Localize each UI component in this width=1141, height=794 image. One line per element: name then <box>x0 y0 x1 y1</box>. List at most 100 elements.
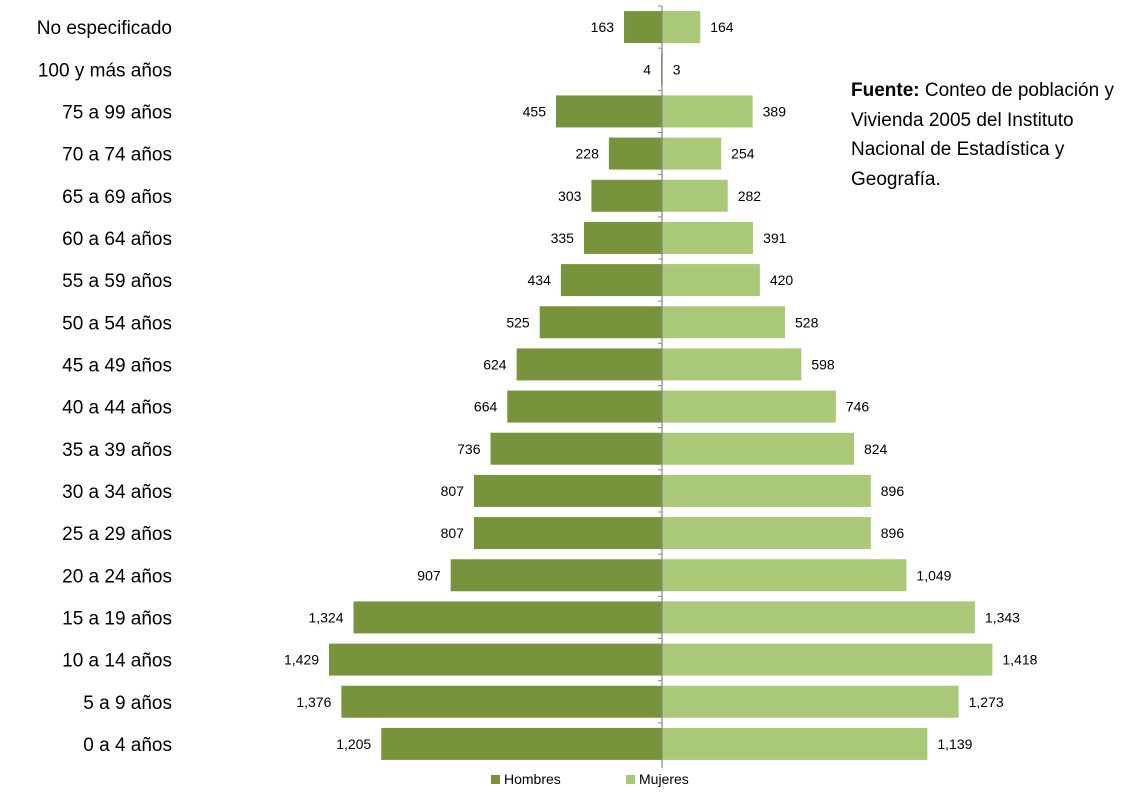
value-label-mujeres-100-y-mas-anos: 3 <box>673 61 681 77</box>
category-label-100-y-mas-anos: 100 y más años <box>38 60 172 81</box>
legend-label-mujeres: Mujeres <box>639 771 689 787</box>
value-label-hombres-25-a-29-anos: 807 <box>441 525 465 541</box>
legend: Hombres Mujeres <box>491 771 689 787</box>
category-label-0-a-4-anos: 0 a 4 años <box>83 735 172 756</box>
bar-hombres-60-a-64-anos <box>583 221 662 254</box>
value-label-hombres-15-a-19-anos: 1,324 <box>308 609 343 625</box>
value-label-mujeres-0-a-4-anos: 1,139 <box>937 736 972 752</box>
category-label-60-a-64-anos: 60 a 64 años <box>62 229 172 250</box>
category-label-70-a-74-anos: 70 a 74 años <box>62 145 172 166</box>
bar-mujeres-20-a-24-anos <box>662 559 907 592</box>
category-label-30-a-34-anos: 30 a 34 años <box>62 482 172 503</box>
bar-mujeres-60-a-64-anos <box>662 221 754 254</box>
category-label-20-a-24-anos: 20 a 24 años <box>62 566 172 587</box>
value-label-mujeres-5-a-9-anos: 1,273 <box>969 694 1004 710</box>
category-label-25-a-29-anos: 25 a 29 años <box>62 524 172 545</box>
value-label-mujeres-60-a-64-anos: 391 <box>763 230 787 246</box>
bar-hombres-20-a-24-anos <box>450 559 662 592</box>
value-label-hombres-10-a-14-anos: 1,429 <box>284 652 319 668</box>
value-label-hombres-45-a-49-anos: 624 <box>483 356 507 372</box>
legend-swatch-mujeres <box>626 775 635 784</box>
value-label-hombres-0-a-4-anos: 1,205 <box>336 736 371 752</box>
value-label-mujeres-70-a-74-anos: 254 <box>731 146 755 162</box>
category-label-55-a-59-anos: 55 a 59 años <box>62 271 172 292</box>
bar-mujeres-70-a-74-anos <box>662 137 722 170</box>
category-label-35-a-39-anos: 35 a 39 años <box>62 440 172 461</box>
bar-mujeres-0-a-4-anos <box>662 727 928 760</box>
category-label-15-a-19-anos: 15 a 19 años <box>62 608 172 629</box>
bar-hombres-70-a-74-anos <box>608 137 662 170</box>
category-label-10-a-14-anos: 10 a 14 años <box>62 651 172 672</box>
bar-hombres-no-especificado <box>624 11 662 44</box>
bars-layer <box>329 11 993 760</box>
value-label-mujeres-65-a-69-anos: 282 <box>738 188 762 204</box>
bar-hombres-45-a-49-anos <box>516 348 662 381</box>
category-label-65-a-69-anos: 65 a 69 años <box>62 187 172 208</box>
category-label-no-especificado: No especificado <box>37 18 172 39</box>
bar-mujeres-no-especificado <box>662 11 701 44</box>
source-note: Fuente: Conteo de población y Vivienda 2… <box>851 76 1141 194</box>
value-label-hombres-100-y-mas-anos: 4 <box>643 61 651 77</box>
value-label-mujeres-55-a-59-anos: 420 <box>770 272 794 288</box>
bar-mujeres-30-a-34-anos <box>662 474 871 507</box>
bar-hombres-50-a-54-anos <box>539 306 662 339</box>
bar-hombres-55-a-59-anos <box>560 264 662 297</box>
source-label: Fuente: <box>851 80 920 101</box>
value-label-hombres-5-a-9-anos: 1,376 <box>296 694 331 710</box>
value-label-hombres-40-a-44-anos: 664 <box>474 399 498 415</box>
value-label-mujeres-25-a-29-anos: 896 <box>881 525 905 541</box>
value-label-hombres-50-a-54-anos: 525 <box>506 314 530 330</box>
bar-mujeres-75-a-99-anos <box>662 95 753 128</box>
value-label-mujeres-10-a-14-anos: 1,418 <box>1002 652 1037 668</box>
value-label-mujeres-40-a-44-anos: 746 <box>846 399 870 415</box>
category-label-5-a-9-anos: 5 a 9 años <box>83 693 172 714</box>
bar-mujeres-65-a-69-anos <box>662 179 728 212</box>
bar-hombres-35-a-39-anos <box>490 432 662 465</box>
bar-hombres-5-a-9-anos <box>341 685 662 718</box>
value-label-mujeres-20-a-24-anos: 1,049 <box>916 567 951 583</box>
value-label-hombres-75-a-99-anos: 455 <box>523 103 547 119</box>
bar-mujeres-50-a-54-anos <box>662 306 786 339</box>
value-label-hombres-55-a-59-anos: 434 <box>528 272 552 288</box>
value-label-mujeres-50-a-54-anos: 528 <box>795 314 819 330</box>
bar-mujeres-10-a-14-anos <box>662 643 993 676</box>
value-label-hombres-no-especificado: 163 <box>591 19 615 35</box>
bar-mujeres-45-a-49-anos <box>662 348 802 381</box>
value-label-mujeres-35-a-39-anos: 824 <box>864 441 888 457</box>
value-labels: 163 164 4 3 455 389 228 254 303 282 335 391 434 420 52… <box>284 19 1038 752</box>
value-label-mujeres-30-a-34-anos: 896 <box>881 483 905 499</box>
value-label-mujeres-75-a-99-anos: 389 <box>763 103 787 119</box>
value-label-hombres-65-a-69-anos: 303 <box>558 188 582 204</box>
bar-hombres-0-a-4-anos <box>381 727 662 760</box>
bar-mujeres-35-a-39-anos <box>662 432 854 465</box>
category-label-45-a-49-anos: 45 a 49 años <box>62 355 172 376</box>
bar-hombres-65-a-69-anos <box>591 179 662 212</box>
value-label-hombres-60-a-64-anos: 335 <box>551 230 575 246</box>
legend-label-hombres: Hombres <box>504 771 561 787</box>
bar-mujeres-25-a-29-anos <box>662 517 871 550</box>
category-label-40-a-44-anos: 40 a 44 años <box>62 398 172 419</box>
category-labels: No especificado 100 y más años 75 a 99 año… <box>37 18 172 756</box>
bar-mujeres-55-a-59-anos <box>662 264 760 297</box>
value-label-mujeres-45-a-49-anos: 598 <box>811 356 835 372</box>
bar-hombres-75-a-99-anos <box>555 95 662 128</box>
value-label-hombres-70-a-74-anos: 228 <box>576 146 600 162</box>
bar-mujeres-5-a-9-anos <box>662 685 959 718</box>
bar-hombres-10-a-14-anos <box>329 643 662 676</box>
bar-mujeres-15-a-19-anos <box>662 601 975 634</box>
bar-hombres-25-a-29-anos <box>473 517 662 550</box>
source-text: Conteo de población y Vivienda 2005 del … <box>851 80 1114 190</box>
value-label-hombres-30-a-34-anos: 807 <box>441 483 465 499</box>
value-label-hombres-20-a-24-anos: 907 <box>417 567 441 583</box>
value-label-hombres-35-a-39-anos: 736 <box>457 441 481 457</box>
bar-hombres-15-a-19-anos <box>353 601 662 634</box>
legend-swatch-hombres <box>491 775 500 784</box>
category-label-75-a-99-anos: 75 a 99 años <box>62 102 172 123</box>
bar-hombres-40-a-44-anos <box>507 390 662 423</box>
center-axis <box>658 5 663 768</box>
bar-hombres-30-a-34-anos <box>473 474 662 507</box>
value-label-mujeres-15-a-19-anos: 1,343 <box>985 609 1020 625</box>
bar-mujeres-40-a-44-anos <box>662 390 836 423</box>
value-label-mujeres-no-especificado: 164 <box>710 19 734 35</box>
